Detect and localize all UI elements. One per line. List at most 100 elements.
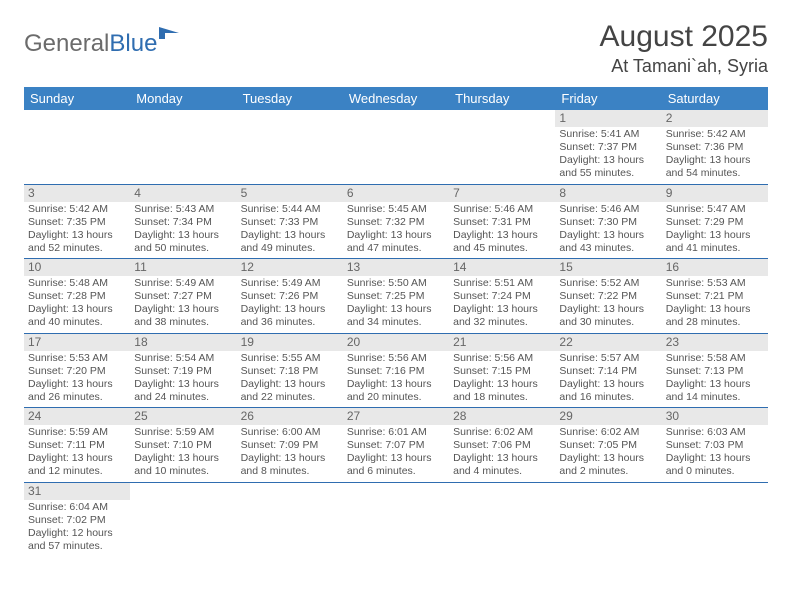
day-number: 3 bbox=[24, 185, 130, 202]
calendar-week-row: 3Sunrise: 5:42 AMSunset: 7:35 PMDaylight… bbox=[24, 184, 768, 259]
sunrise-text: Sunrise: 5:45 AM bbox=[347, 203, 445, 216]
calendar-day-cell bbox=[24, 110, 130, 184]
calendar-day-cell: 10Sunrise: 5:48 AMSunset: 7:28 PMDayligh… bbox=[24, 259, 130, 334]
sunrise-text: Sunrise: 5:42 AM bbox=[28, 203, 126, 216]
daylight-text: Daylight: 13 hours and 26 minutes. bbox=[28, 378, 126, 404]
header: GeneralBlue August 2025 At Tamani`ah, Sy… bbox=[24, 20, 768, 77]
sunrise-text: Sunrise: 6:02 AM bbox=[453, 426, 551, 439]
sunrise-text: Sunrise: 5:52 AM bbox=[559, 277, 657, 290]
sunset-text: Sunset: 7:10 PM bbox=[134, 439, 232, 452]
day-number: 14 bbox=[449, 259, 555, 276]
sunrise-text: Sunrise: 5:49 AM bbox=[241, 277, 339, 290]
sunset-text: Sunset: 7:36 PM bbox=[666, 141, 764, 154]
daylight-text: Daylight: 13 hours and 6 minutes. bbox=[347, 452, 445, 478]
day-number: 21 bbox=[449, 334, 555, 351]
day-number: 4 bbox=[130, 185, 236, 202]
calendar-day-cell: 14Sunrise: 5:51 AMSunset: 7:24 PMDayligh… bbox=[449, 259, 555, 334]
calendar-day-cell: 28Sunrise: 6:02 AMSunset: 7:06 PMDayligh… bbox=[449, 408, 555, 483]
sunset-text: Sunset: 7:31 PM bbox=[453, 216, 551, 229]
sunset-text: Sunset: 7:11 PM bbox=[28, 439, 126, 452]
day-number: 13 bbox=[343, 259, 449, 276]
day-number: 17 bbox=[24, 334, 130, 351]
day-number: 8 bbox=[555, 185, 661, 202]
calendar-day-cell: 11Sunrise: 5:49 AMSunset: 7:27 PMDayligh… bbox=[130, 259, 236, 334]
day-number: 22 bbox=[555, 334, 661, 351]
day-number: 5 bbox=[237, 185, 343, 202]
calendar-day-cell: 18Sunrise: 5:54 AMSunset: 7:19 PMDayligh… bbox=[130, 333, 236, 408]
day-number: 16 bbox=[662, 259, 768, 276]
daylight-text: Daylight: 13 hours and 36 minutes. bbox=[241, 303, 339, 329]
calendar-week-row: 10Sunrise: 5:48 AMSunset: 7:28 PMDayligh… bbox=[24, 259, 768, 334]
sunrise-text: Sunrise: 5:57 AM bbox=[559, 352, 657, 365]
daylight-text: Daylight: 13 hours and 10 minutes. bbox=[134, 452, 232, 478]
daylight-text: Daylight: 13 hours and 8 minutes. bbox=[241, 452, 339, 478]
sunrise-text: Sunrise: 5:59 AM bbox=[134, 426, 232, 439]
calendar-week-row: 24Sunrise: 5:59 AMSunset: 7:11 PMDayligh… bbox=[24, 408, 768, 483]
daylight-text: Daylight: 13 hours and 0 minutes. bbox=[666, 452, 764, 478]
sunrise-text: Sunrise: 5:54 AM bbox=[134, 352, 232, 365]
sunset-text: Sunset: 7:26 PM bbox=[241, 290, 339, 303]
calendar-day-cell: 26Sunrise: 6:00 AMSunset: 7:09 PMDayligh… bbox=[237, 408, 343, 483]
sunset-text: Sunset: 7:05 PM bbox=[559, 439, 657, 452]
sunset-text: Sunset: 7:21 PM bbox=[666, 290, 764, 303]
sunset-text: Sunset: 7:16 PM bbox=[347, 365, 445, 378]
sunrise-text: Sunrise: 6:02 AM bbox=[559, 426, 657, 439]
calendar-day-cell: 31Sunrise: 6:04 AMSunset: 7:02 PMDayligh… bbox=[24, 482, 130, 556]
page-title: August 2025 bbox=[600, 20, 768, 54]
calendar-day-cell: 25Sunrise: 5:59 AMSunset: 7:10 PMDayligh… bbox=[130, 408, 236, 483]
sunrise-text: Sunrise: 5:56 AM bbox=[453, 352, 551, 365]
daylight-text: Daylight: 13 hours and 47 minutes. bbox=[347, 229, 445, 255]
sunrise-text: Sunrise: 5:47 AM bbox=[666, 203, 764, 216]
calendar-day-cell: 23Sunrise: 5:58 AMSunset: 7:13 PMDayligh… bbox=[662, 333, 768, 408]
sunset-text: Sunset: 7:34 PM bbox=[134, 216, 232, 229]
day-number: 12 bbox=[237, 259, 343, 276]
sunrise-text: Sunrise: 5:43 AM bbox=[134, 203, 232, 216]
day-number: 9 bbox=[662, 185, 768, 202]
daylight-text: Daylight: 13 hours and 30 minutes. bbox=[559, 303, 657, 329]
daylight-text: Daylight: 13 hours and 4 minutes. bbox=[453, 452, 551, 478]
sunset-text: Sunset: 7:15 PM bbox=[453, 365, 551, 378]
sunrise-text: Sunrise: 6:01 AM bbox=[347, 426, 445, 439]
weekday-header: Tuesday bbox=[237, 87, 343, 110]
calendar-day-cell: 20Sunrise: 5:56 AMSunset: 7:16 PMDayligh… bbox=[343, 333, 449, 408]
daylight-text: Daylight: 13 hours and 40 minutes. bbox=[28, 303, 126, 329]
day-number: 2 bbox=[662, 110, 768, 127]
calendar-day-cell bbox=[343, 110, 449, 184]
day-number: 6 bbox=[343, 185, 449, 202]
daylight-text: Daylight: 13 hours and 52 minutes. bbox=[28, 229, 126, 255]
sunset-text: Sunset: 7:30 PM bbox=[559, 216, 657, 229]
weekday-header: Wednesday bbox=[343, 87, 449, 110]
logo-text-2: Blue bbox=[109, 30, 157, 58]
sunset-text: Sunset: 7:03 PM bbox=[666, 439, 764, 452]
calendar-day-cell: 24Sunrise: 5:59 AMSunset: 7:11 PMDayligh… bbox=[24, 408, 130, 483]
calendar-table: SundayMondayTuesdayWednesdayThursdayFrid… bbox=[24, 87, 768, 556]
day-number: 28 bbox=[449, 408, 555, 425]
weekday-header: Sunday bbox=[24, 87, 130, 110]
sunset-text: Sunset: 7:25 PM bbox=[347, 290, 445, 303]
sunrise-text: Sunrise: 5:49 AM bbox=[134, 277, 232, 290]
daylight-text: Daylight: 13 hours and 14 minutes. bbox=[666, 378, 764, 404]
sunrise-text: Sunrise: 5:53 AM bbox=[666, 277, 764, 290]
title-block: August 2025 At Tamani`ah, Syria bbox=[600, 20, 768, 77]
sunrise-text: Sunrise: 5:42 AM bbox=[666, 128, 764, 141]
calendar-day-cell: 16Sunrise: 5:53 AMSunset: 7:21 PMDayligh… bbox=[662, 259, 768, 334]
sunset-text: Sunset: 7:13 PM bbox=[666, 365, 764, 378]
day-number: 7 bbox=[449, 185, 555, 202]
daylight-text: Daylight: 13 hours and 12 minutes. bbox=[28, 452, 126, 478]
daylight-text: Daylight: 13 hours and 50 minutes. bbox=[134, 229, 232, 255]
daylight-text: Daylight: 13 hours and 16 minutes. bbox=[559, 378, 657, 404]
sunset-text: Sunset: 7:37 PM bbox=[559, 141, 657, 154]
sunset-text: Sunset: 7:28 PM bbox=[28, 290, 126, 303]
daylight-text: Daylight: 13 hours and 22 minutes. bbox=[241, 378, 339, 404]
daylight-text: Daylight: 13 hours and 24 minutes. bbox=[134, 378, 232, 404]
sunset-text: Sunset: 7:09 PM bbox=[241, 439, 339, 452]
calendar-day-cell: 12Sunrise: 5:49 AMSunset: 7:26 PMDayligh… bbox=[237, 259, 343, 334]
calendar-day-cell: 29Sunrise: 6:02 AMSunset: 7:05 PMDayligh… bbox=[555, 408, 661, 483]
weekday-header: Monday bbox=[130, 87, 236, 110]
sunrise-text: Sunrise: 5:59 AM bbox=[28, 426, 126, 439]
calendar-page: GeneralBlue August 2025 At Tamani`ah, Sy… bbox=[0, 0, 792, 566]
calendar-day-cell bbox=[237, 110, 343, 184]
calendar-day-cell: 6Sunrise: 5:45 AMSunset: 7:32 PMDaylight… bbox=[343, 184, 449, 259]
sunset-text: Sunset: 7:18 PM bbox=[241, 365, 339, 378]
calendar-day-cell: 3Sunrise: 5:42 AMSunset: 7:35 PMDaylight… bbox=[24, 184, 130, 259]
